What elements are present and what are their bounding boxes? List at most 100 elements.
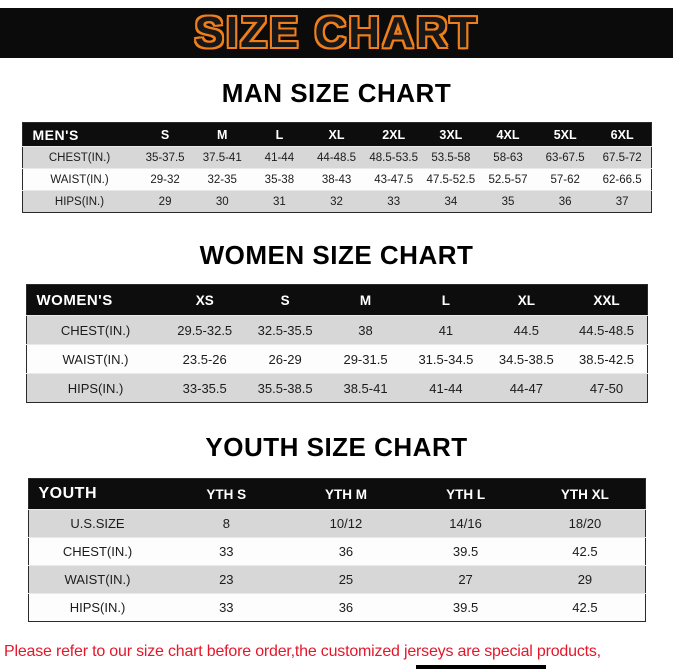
women-value-cell: 38 [325,315,406,345]
men-table-row: WAIST(IN.) 29-32 32-35 35-38 38-43 43-47.5 47.… [22,168,651,191]
men-value-cell: 33 [365,190,423,213]
men-size-header-cell: 2XL [365,122,423,147]
men-table-row: CHEST(IN.) 35-37.5 37.5-41 41-44 44-48.5 48.5… [22,146,651,169]
men-value-cell: 32-35 [193,168,251,191]
notice-line-2: we don't accept cancel, change, teturn o… [4,664,673,669]
men-value-cell: 58-63 [479,146,537,169]
youth-value-cell: 18/20 [525,509,645,538]
youth-size-header-cell: YTH L [405,478,526,510]
men-value-cell: 37 [593,190,651,213]
women-row-label: HIPS(IN.) [26,373,165,403]
women-value-cell: 29.5-32.5 [164,315,245,345]
men-row-label: HIPS(IN.) [22,190,137,213]
men-value-cell: 57-62 [536,168,594,191]
men-value-cell: 36 [536,190,594,213]
youth-table-row: WAIST(IN.) 23 25 27 29 [28,565,645,594]
women-value-cell: 31.5-34.5 [405,344,487,374]
youth-size-table: YOUTH YTH S YTH M YTH L YTH XL U.S.SIZE 8 10/12… [27,478,646,622]
youth-value-cell: 23 [166,565,287,594]
youth-value-cell: 33 [166,593,287,622]
women-size-header-cell: XXL [566,284,647,316]
title-banner: SIZE CHART [0,8,673,58]
men-value-cell: 43-47.5 [365,168,423,191]
women-size-chart-heading: WOMEN SIZE CHART [199,240,474,270]
youth-size-header-cell: YTH S [166,478,287,510]
men-table-title-cell: MEN'S [22,122,137,147]
men-value-cell: 31 [250,190,308,213]
men-table-row: HIPS(IN.) 29 30 31 32 33 34 35 36 37 [22,190,651,213]
men-value-cell: 48.5-53.5 [365,146,423,169]
men-row-label: WAIST(IN.) [22,168,137,191]
men-value-cell: 62-66.5 [593,168,651,191]
men-value-cell: 52.5-57 [479,168,537,191]
women-value-cell: 26-29 [244,344,326,374]
women-value-cell: 44.5-48.5 [566,315,647,345]
youth-value-cell: 39.5 [405,593,526,622]
women-value-cell: 38.5-41 [325,373,406,403]
women-value-cell: 44-47 [486,373,567,403]
youth-value-cell: 33 [166,537,287,566]
women-value-cell: 35.5-38.5 [244,373,326,403]
men-value-cell: 63-67.5 [536,146,594,169]
youth-table-row: CHEST(IN.) 33 36 39.5 42.5 [28,537,645,566]
youth-table-row: U.S.SIZE 8 10/12 14/16 18/20 [28,509,645,538]
women-table-row: HIPS(IN.) 33-35.5 35.5-38.5 38.5-41 41-44 44-… [26,373,647,403]
men-value-cell: 34 [422,190,480,213]
youth-value-cell: 8 [166,509,287,538]
youth-value-cell: 14/16 [405,509,526,538]
men-size-header-cell: 4XL [479,122,537,147]
men-value-cell: 37.5-41 [193,146,251,169]
men-row-label: CHEST(IN.) [22,146,137,169]
men-value-cell: 38-43 [307,168,366,191]
men-size-header-cell: XL [307,122,366,147]
women-size-header-cell: S [244,284,326,316]
page-title: SIZE CHART [194,8,479,57]
men-size-header-cell: 3XL [422,122,480,147]
men-value-cell: 32 [307,190,366,213]
men-value-cell: 29 [136,190,194,213]
men-header-row: MEN'S S M L XL 2XL 3XL 4XL 5XL 6XL [22,122,651,147]
women-value-cell: 33-35.5 [164,373,245,403]
women-value-cell: 29-31.5 [325,344,406,374]
women-table-title-cell: WOMEN'S [26,284,165,316]
men-size-header-cell: 6XL [593,122,651,147]
youth-value-cell: 39.5 [405,537,526,566]
women-value-cell: 47-50 [566,373,647,403]
women-size-header-cell: M [325,284,406,316]
men-size-header-cell: M [193,122,251,147]
men-value-cell: 44-48.5 [307,146,366,169]
women-value-cell: 34.5-38.5 [486,344,567,374]
women-header-row: WOMEN'S XS S M L XL XXL [26,284,647,316]
youth-value-cell: 36 [286,593,406,622]
youth-table-title-cell: YOUTH [28,478,167,510]
youth-value-cell: 10/12 [286,509,406,538]
youth-header-row: YOUTH YTH S YTH M YTH L YTH XL [28,478,645,510]
order-notice: Please refer to our size chart before or… [4,639,673,669]
men-value-cell: 35-37.5 [136,146,194,169]
youth-row-label: HIPS(IN.) [28,593,167,622]
size-charts-container: MAN SIZE CHART MEN'S S M L XL 2XL 3XL 4XL 5XL 6XL C… [0,78,673,622]
youth-row-label: WAIST(IN.) [28,565,167,594]
notice-line-1: Please refer to our size chart before or… [4,643,601,660]
notice-line-2-highlight: has been placed! [415,665,547,669]
women-value-cell: 41-44 [405,373,487,403]
youth-value-cell: 27 [405,565,526,594]
women-value-cell: 32.5-35.5 [244,315,326,345]
youth-size-header-cell: YTH M [286,478,406,510]
women-table-row: WAIST(IN.) 23.5-26 26-29 29-31.5 31.5-34.5 34… [26,344,647,374]
men-size-table: MEN'S S M L XL 2XL 3XL 4XL 5XL 6XL CHEST(IN.) 35-37… [21,122,652,213]
men-size-chart-heading: MAN SIZE CHART [221,78,452,108]
men-value-cell: 41-44 [250,146,308,169]
youth-size-header-cell: YTH XL [525,478,645,510]
men-value-cell: 29-32 [136,168,194,191]
youth-row-label: CHEST(IN.) [28,537,167,566]
youth-value-cell: 29 [525,565,645,594]
women-size-header-cell: XS [164,284,245,316]
men-value-cell: 30 [193,190,251,213]
women-value-cell: 38.5-42.5 [566,344,647,374]
men-size-header-cell: L [250,122,308,147]
youth-value-cell: 42.5 [525,537,645,566]
youth-value-cell: 36 [286,537,406,566]
women-value-cell: 41 [405,315,487,345]
women-row-label: CHEST(IN.) [26,315,165,345]
